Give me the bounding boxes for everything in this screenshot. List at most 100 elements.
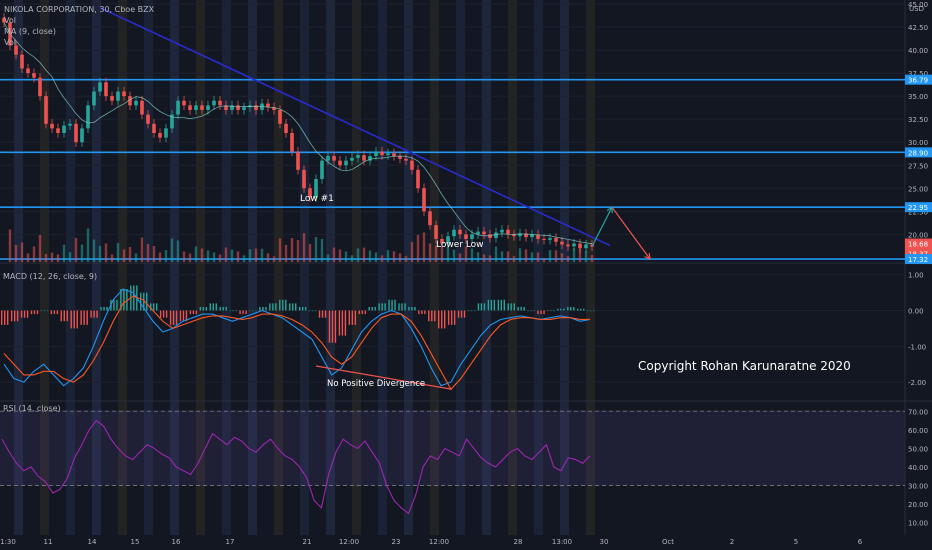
- macd-histogram-bar: [43, 310, 46, 312]
- session-band: [66, 0, 75, 535]
- time-tick-label: 14: [88, 538, 97, 546]
- volume-bar: [356, 248, 360, 262]
- macd-histogram-bar: [467, 310, 470, 312]
- macd-histogram-bar: [497, 299, 500, 311]
- time-tick-label: 12:00: [339, 538, 359, 546]
- candle-body: [512, 234, 516, 237]
- macd-histogram-bar: [10, 310, 13, 322]
- price-tag-label: 28.90: [908, 149, 928, 157]
- candle-body: [572, 243, 576, 247]
- macd-histogram-bar: [450, 310, 453, 325]
- candle-body: [584, 244, 588, 249]
- macd-histogram-bar: [540, 310, 542, 315]
- macd-histogram-bar: [447, 310, 450, 325]
- macd-panel[interactable]: [1, 285, 595, 391]
- volume-bar: [470, 248, 474, 262]
- time-axis[interactable]: 1:30 11 14 15 16 17 21 12:00 23 12:00 28 13:00 30 Oct…: [0, 538, 863, 546]
- candle-body: [140, 100, 144, 115]
- macd-histogram-bar: [537, 310, 539, 315]
- time-tick-label: 28: [514, 538, 523, 546]
- macd-histogram-bar: [26, 310, 29, 318]
- descending-trend-line: [99, 6, 611, 247]
- candle-body: [44, 96, 48, 124]
- candle-body: [68, 123, 72, 126]
- volume-bar: [134, 253, 138, 262]
- macd-histogram-bar: [510, 303, 512, 311]
- session-band: [144, 0, 153, 535]
- macd-histogram-bar: [245, 310, 247, 315]
- rsi-tick-label: 10.00: [908, 520, 928, 528]
- candle-body: [56, 128, 60, 133]
- macd-histogram-bar: [63, 310, 65, 322]
- macd-histogram-bar: [404, 303, 406, 311]
- volume-bar: [140, 237, 144, 262]
- volume-bar: [440, 247, 444, 262]
- time-tick-label: 2: [730, 538, 734, 546]
- macd-histogram-bar: [202, 306, 205, 311]
- candle-body: [122, 91, 126, 97]
- volume-bar: [110, 254, 114, 262]
- session-band: [482, 0, 491, 535]
- volume-bar: [62, 244, 66, 262]
- macd-histogram-bar: [348, 310, 351, 325]
- candle-body: [182, 100, 186, 106]
- volume-bar: [236, 251, 240, 262]
- volume-bar: [518, 248, 522, 262]
- price-unit-label: USD: [909, 5, 924, 13]
- session-band: [326, 0, 335, 535]
- ma-line: [3, 22, 593, 245]
- candle-body: [440, 238, 444, 244]
- macd-histogram-bar: [140, 292, 142, 311]
- price-panel[interactable]: [0, 6, 905, 262]
- macd-histogram-bar: [543, 310, 545, 315]
- volume-bar: [512, 256, 516, 262]
- volume-bar: [554, 250, 558, 262]
- candle-body: [506, 229, 510, 235]
- volume-bar: [8, 229, 12, 262]
- projection-arrow-head: [644, 253, 651, 261]
- price-tag: [905, 248, 932, 259]
- rsi-panel[interactable]: [0, 410, 905, 515]
- macd-histogram-bar: [314, 310, 317, 312]
- volume-bar: [254, 248, 258, 262]
- volume-bar: [398, 253, 402, 262]
- volume-bar: [224, 247, 228, 262]
- candle-body: [110, 96, 114, 101]
- candle-body: [392, 153, 396, 157]
- candle-body: [188, 105, 192, 110]
- macd-histogram-bar: [169, 310, 172, 325]
- price-tick-label: 40.00: [908, 47, 928, 55]
- macd-histogram-bar: [557, 308, 559, 311]
- candle-body: [38, 77, 42, 97]
- macd-histogram-bar: [368, 306, 370, 311]
- macd-histogram-bar: [155, 303, 158, 311]
- candle-body: [482, 231, 486, 235]
- session-band: [248, 0, 257, 535]
- macd-histogram-bar: [411, 306, 413, 311]
- volume-bar: [530, 252, 534, 262]
- volume-bar: [218, 254, 222, 262]
- candle-body: [86, 105, 90, 129]
- candle-body: [554, 238, 558, 242]
- candle-body: [422, 188, 426, 212]
- macd-histogram-bar: [477, 303, 480, 311]
- price-axis[interactable]: 20.00 22.50 25.00 27.50 30.00 32.50 35.00 37.50…: [905, 1, 932, 528]
- macd-histogram-bar: [463, 310, 466, 318]
- macd-histogram-bar: [371, 306, 373, 311]
- volume-bar: [326, 254, 330, 262]
- macd-histogram-bar: [116, 299, 118, 311]
- macd-label: MACD (12, 26, close, 9): [3, 272, 97, 281]
- candle-body: [80, 128, 84, 143]
- price-tick-label: 32.50: [908, 116, 928, 124]
- volume-bar: [308, 244, 312, 262]
- candle-body: [14, 45, 18, 55]
- candle-body: [464, 234, 468, 239]
- macd-histogram-bar: [33, 310, 36, 315]
- volume-bar: [428, 243, 432, 262]
- macd-histogram-bar: [269, 303, 271, 311]
- candle-body: [296, 151, 300, 170]
- candle-body: [62, 125, 66, 133]
- candle-body: [308, 188, 312, 198]
- volume-bar: [410, 242, 414, 262]
